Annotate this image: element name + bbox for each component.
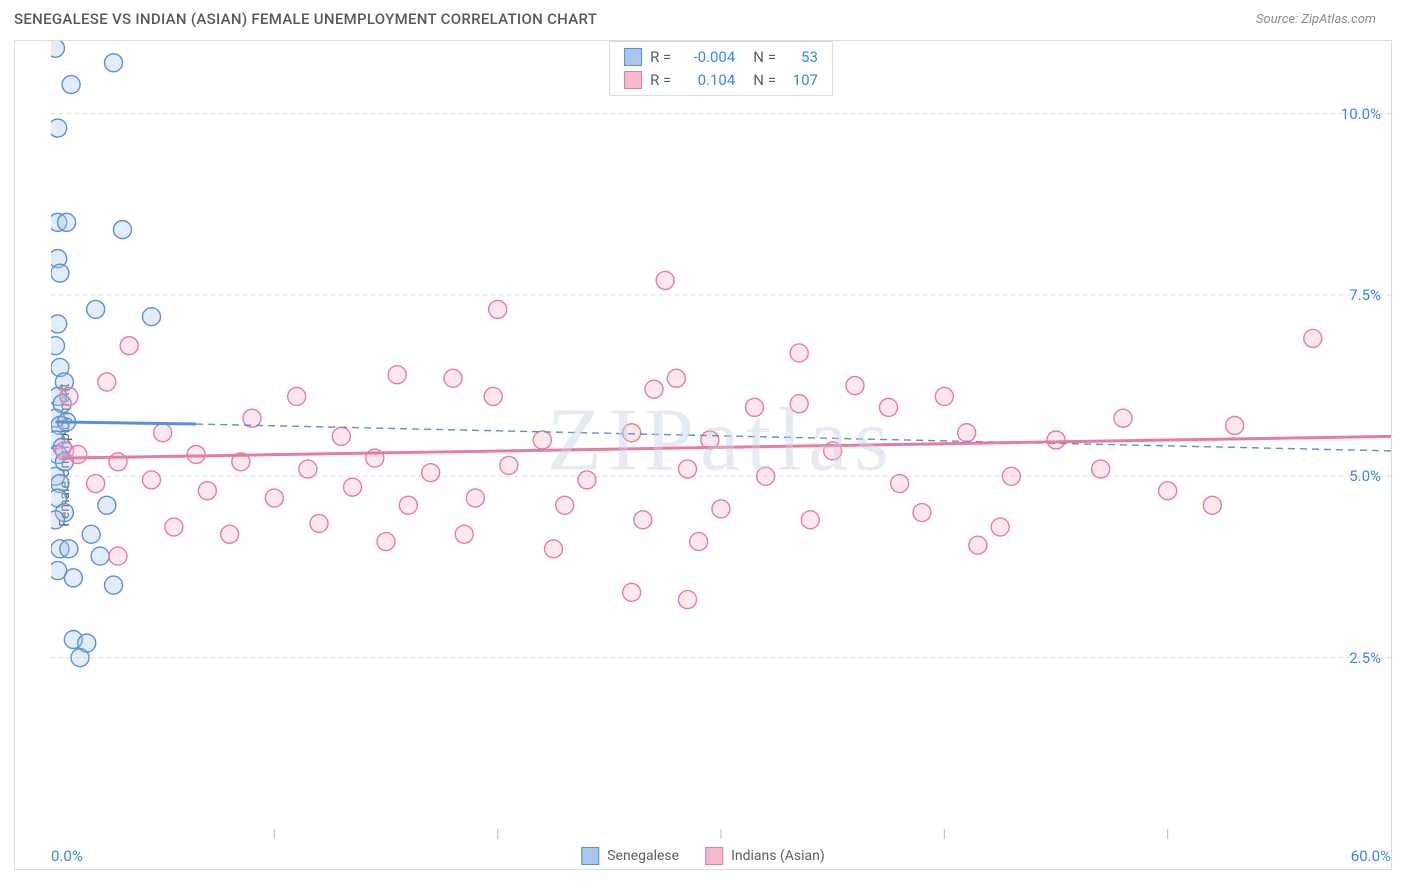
stat-r-value-senegalese: -0.004	[679, 46, 735, 69]
stat-swatch-senegalese	[624, 48, 642, 66]
bottom-legend: Senegalese Indians (Asian)	[581, 847, 825, 865]
ytick-label: 5.0%	[1349, 467, 1381, 485]
legend-swatch-senegalese	[581, 847, 599, 865]
stat-n-label: N =	[753, 69, 776, 92]
legend-swatch-indians	[705, 847, 723, 865]
stat-n-value-indians: 107	[784, 69, 818, 92]
ytick-label: 7.5%	[1349, 286, 1381, 304]
legend-label: Indians (Asian)	[731, 848, 825, 864]
stat-r-label: R =	[650, 46, 671, 69]
stat-row-senegalese: R = -0.004 N = 53	[624, 46, 818, 69]
ytick-label: 10.0%	[1341, 105, 1381, 123]
stat-n-value-senegalese: 53	[784, 46, 818, 69]
plot-area: ZIPatlas R = -0.004 N = 53 R = 0.104 N =…	[51, 41, 1391, 839]
legend-label: Senegalese	[607, 848, 679, 864]
chart-header: SENEGALESE VS INDIAN (ASIAN) FEMALE UNEM…	[0, 0, 1406, 32]
xtick-label: 0.0%	[51, 847, 83, 865]
stat-swatch-indians	[624, 71, 642, 89]
legend-item-indians: Indians (Asian)	[705, 847, 825, 865]
ytick-label: 2.5%	[1349, 649, 1381, 667]
correlation-stat-box: R = -0.004 N = 53 R = 0.104 N = 107	[609, 41, 833, 96]
stat-r-value-indians: 0.104	[679, 69, 735, 92]
chart-title: SENEGALESE VS INDIAN (ASIAN) FEMALE UNEM…	[14, 10, 597, 28]
xtick-label: 60.0%	[1351, 847, 1391, 865]
chart-container: Female Unemployment ZIPatlas R = -0.004 …	[14, 40, 1392, 870]
legend-item-senegalese: Senegalese	[581, 847, 679, 865]
stat-n-label: N =	[753, 46, 776, 69]
scatter-svg	[51, 41, 1391, 839]
stat-row-indians: R = 0.104 N = 107	[624, 69, 818, 92]
source-citation: Source: ZipAtlas.com	[1256, 12, 1376, 27]
stat-r-label: R =	[650, 69, 671, 92]
